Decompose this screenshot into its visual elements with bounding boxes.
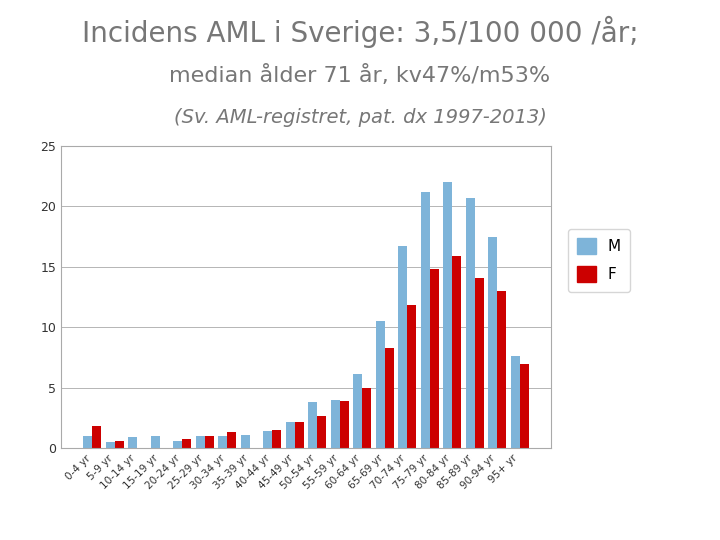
Bar bbox=[510, 356, 520, 448]
Bar bbox=[497, 291, 506, 448]
Bar bbox=[294, 422, 304, 448]
Bar bbox=[330, 400, 340, 448]
Bar bbox=[128, 437, 138, 448]
Bar bbox=[443, 182, 452, 448]
Text: median ålder 71 år, kv47%/m53%: median ålder 71 år, kv47%/m53% bbox=[169, 65, 551, 86]
Bar bbox=[196, 436, 205, 448]
Bar bbox=[452, 256, 461, 448]
Bar bbox=[84, 436, 92, 448]
Bar bbox=[115, 441, 124, 448]
Bar bbox=[272, 430, 282, 448]
Bar bbox=[340, 401, 348, 448]
Bar bbox=[308, 402, 318, 448]
Bar bbox=[376, 321, 384, 448]
Bar bbox=[264, 431, 272, 448]
Bar bbox=[362, 388, 372, 448]
Bar bbox=[474, 278, 484, 448]
Bar bbox=[398, 246, 407, 448]
Bar bbox=[354, 374, 362, 448]
Text: Incidens AML i Sverige: 3,5/100 000 /år;: Incidens AML i Sverige: 3,5/100 000 /år; bbox=[81, 16, 639, 49]
Bar bbox=[240, 435, 250, 448]
Bar bbox=[420, 192, 430, 448]
Bar bbox=[106, 442, 115, 448]
Bar bbox=[218, 436, 228, 448]
Text: (Sv. AML-registret, pat. dx 1997-2013): (Sv. AML-registret, pat. dx 1997-2013) bbox=[174, 108, 546, 127]
Bar bbox=[466, 198, 474, 448]
Bar bbox=[407, 306, 416, 448]
Bar bbox=[174, 441, 182, 448]
Bar bbox=[205, 436, 214, 448]
Bar bbox=[520, 363, 528, 448]
Bar bbox=[384, 348, 394, 448]
Bar bbox=[318, 416, 326, 448]
Bar bbox=[430, 269, 438, 448]
Bar bbox=[488, 237, 497, 448]
Bar bbox=[286, 422, 294, 448]
Bar bbox=[151, 436, 160, 448]
Bar bbox=[92, 427, 102, 448]
Bar bbox=[228, 433, 236, 448]
Bar bbox=[182, 438, 192, 448]
Legend: M, F: M, F bbox=[568, 229, 630, 292]
